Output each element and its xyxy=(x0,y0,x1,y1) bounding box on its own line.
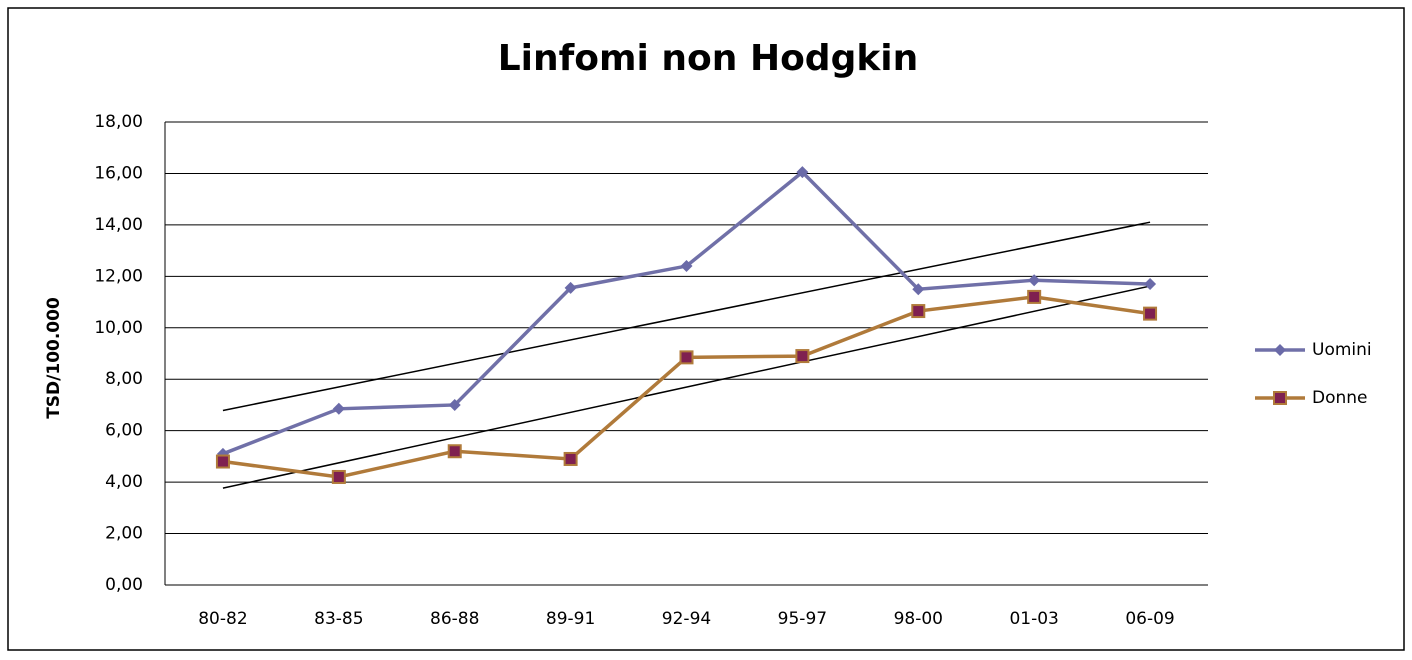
marker xyxy=(215,454,230,469)
marker xyxy=(1028,274,1041,287)
marker xyxy=(1027,289,1042,304)
marker xyxy=(1144,278,1157,291)
marker xyxy=(448,398,461,411)
marker xyxy=(680,260,693,273)
marker xyxy=(911,304,926,319)
marker xyxy=(332,402,345,415)
legend-label: Uomini xyxy=(1312,340,1372,360)
legend-label: Donne xyxy=(1312,388,1368,408)
x-tick-label: 95-97 xyxy=(778,609,827,629)
y-tick-label: 6,00 xyxy=(105,421,143,441)
y-tick-label: 12,00 xyxy=(94,266,143,286)
marker xyxy=(679,350,694,365)
x-tick-label: 89-91 xyxy=(546,609,595,629)
marker xyxy=(795,349,810,364)
y-tick-label: 10,00 xyxy=(94,318,143,338)
trendline xyxy=(222,221,1151,412)
marker xyxy=(912,283,925,296)
y-axis-label: TSD/100.000 xyxy=(44,297,64,419)
x-tick-label: 06-09 xyxy=(1125,609,1174,629)
y-tick-label: 14,00 xyxy=(94,215,143,235)
marker xyxy=(447,444,462,459)
x-tick-label: 01-03 xyxy=(1009,609,1058,629)
x-tick-label: 98-00 xyxy=(894,609,943,629)
legend-marker xyxy=(1274,344,1286,356)
x-tick-label: 92-94 xyxy=(662,609,711,629)
marker xyxy=(331,469,346,484)
trendline xyxy=(222,285,1151,489)
y-tick-label: 18,00 xyxy=(94,112,143,132)
marker xyxy=(796,166,809,179)
y-tick-label: 4,00 xyxy=(105,472,143,492)
y-tick-label: 0,00 xyxy=(105,575,143,595)
y-tick-label: 8,00 xyxy=(105,369,143,389)
legend-marker xyxy=(1273,391,1287,405)
x-tick-label: 83-85 xyxy=(314,609,363,629)
chart-frame xyxy=(7,7,1405,651)
marker xyxy=(564,281,577,294)
y-tick-label: 2,00 xyxy=(105,524,143,544)
marker xyxy=(563,451,578,466)
x-tick-label: 86-88 xyxy=(430,609,479,629)
chart-title: Linfomi non Hodgkin xyxy=(498,38,919,79)
x-tick-label: 80-82 xyxy=(198,609,247,629)
y-tick-label: 16,00 xyxy=(94,163,143,183)
marker xyxy=(1143,306,1158,321)
